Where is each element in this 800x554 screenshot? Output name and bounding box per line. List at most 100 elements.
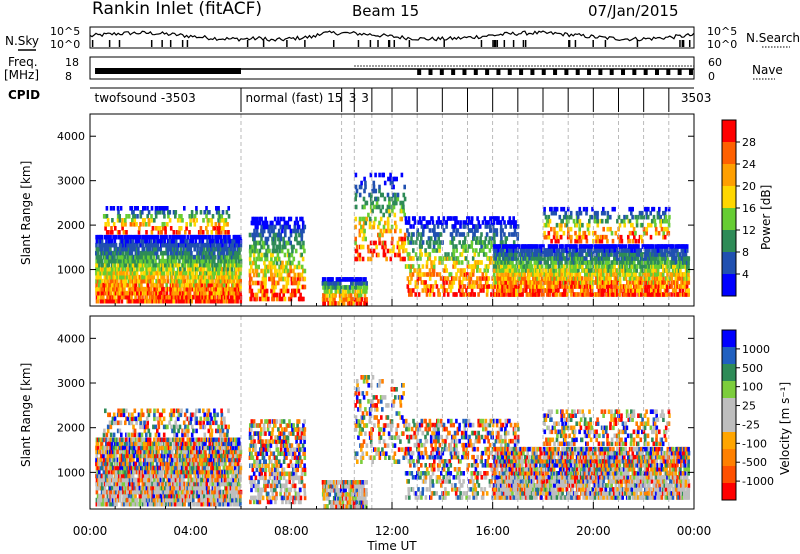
heatmap-cell (125, 246, 129, 252)
heatmap-cell (372, 184, 376, 190)
heatmap-cell (111, 230, 114, 235)
heatmap-cell (561, 268, 564, 273)
heatmap-cell (589, 248, 593, 253)
heatmap-cell (268, 248, 271, 254)
heatmap-cell (355, 285, 359, 290)
heatmap-cell (128, 262, 132, 268)
heatmap-cell (518, 276, 521, 281)
heatmap-cell (415, 240, 418, 245)
heatmap-cell (634, 272, 638, 277)
heatmap-cell (151, 258, 155, 264)
heatmap-cell (228, 250, 231, 256)
heatmap-cell (254, 264, 258, 270)
heatmap-cell (638, 252, 642, 257)
heatmap-cell (124, 278, 128, 284)
heatmap-cell (278, 296, 282, 302)
heatmap-cell (159, 298, 163, 304)
heatmap-cell (251, 280, 255, 286)
heatmap-cell (155, 262, 158, 268)
heatmap-cell (109, 282, 113, 288)
heatmap-cell (603, 284, 606, 289)
heatmap-cell (419, 256, 422, 261)
heatmap-cell (151, 250, 154, 256)
heatmap-cell (504, 276, 507, 281)
heatmap-cell (596, 272, 599, 277)
heatmap-cell (134, 262, 137, 268)
heatmap-cell (650, 256, 654, 261)
heatmap-cell (229, 258, 233, 264)
heatmap-cell (578, 230, 581, 236)
heatmap-cell (193, 262, 197, 268)
heatmap-cell (654, 230, 658, 236)
heatmap-cell (190, 214, 194, 219)
heatmap-cell (477, 240, 480, 245)
heatmap-cell (266, 236, 270, 242)
heatmap-cell (369, 240, 373, 246)
heatmap-cell (302, 296, 305, 302)
heatmap-cell (174, 258, 178, 264)
heatmap-cell (180, 270, 184, 276)
heatmap-cell (131, 274, 135, 280)
heatmap-cell (358, 232, 362, 238)
heatmap-cell (628, 288, 632, 293)
heatmap-cell (271, 240, 274, 246)
heatmap-cell (596, 234, 599, 240)
heatmap-cell (256, 272, 259, 278)
heatmap-cell (451, 252, 454, 257)
heatmap-cell (162, 242, 165, 248)
heatmap-cell (597, 268, 601, 273)
heatmap-cell (557, 288, 560, 293)
heatmap-cell (225, 290, 229, 296)
heatmap-cell (339, 289, 343, 294)
heatmap-cell (645, 226, 649, 232)
heatmap-cell (468, 284, 471, 289)
heatmap-cell (596, 276, 600, 281)
heatmap-cell (328, 281, 332, 286)
heatmap-cell (345, 277, 349, 282)
freq-unit-label: [MHz] (4, 68, 39, 82)
heatmap-cell (373, 204, 376, 210)
heatmap-cell (459, 292, 462, 297)
heatmap-cell (571, 272, 574, 277)
heatmap-cell (222, 266, 226, 272)
heatmap-cell (167, 238, 170, 244)
heatmap-cell (687, 272, 690, 277)
heatmap-cell (559, 234, 563, 240)
heatmap-cell (187, 270, 190, 276)
heatmap-cell (127, 246, 131, 252)
heatmap-cell (149, 278, 153, 284)
freq-step (666, 69, 671, 75)
heatmap-cell (664, 260, 668, 265)
heatmap-cell (492, 236, 496, 241)
heatmap-cell (483, 284, 486, 289)
heatmap-cell (574, 222, 577, 228)
heatmap-cell (502, 260, 506, 265)
heatmap-cell (454, 220, 457, 225)
heatmap-cell (535, 276, 538, 281)
heatmap-cell (638, 276, 641, 281)
heatmap-cell (154, 298, 157, 304)
heatmap-cell (667, 292, 671, 297)
heatmap-cell (188, 246, 191, 252)
heatmap-cell (334, 281, 337, 286)
heatmap-cell (410, 236, 413, 241)
heatmap-cell (575, 268, 578, 273)
heatmap-cell (262, 276, 266, 282)
heatmap-cell (223, 222, 226, 227)
heatmap-cell (579, 210, 583, 216)
heatmap-cell (166, 278, 170, 284)
heatmap-cell (412, 240, 415, 245)
heatmap-cell (682, 264, 685, 269)
heatmap-cell (128, 286, 132, 292)
heatmap-cell (555, 276, 559, 281)
heatmap-cell (575, 272, 579, 277)
heatmap-cell (459, 224, 462, 229)
heatmap-cell (192, 234, 195, 240)
heatmap-cell (666, 256, 670, 261)
heatmap-cell (179, 246, 183, 252)
heatmap-cell (606, 248, 609, 253)
heatmap-cell (100, 501, 104, 507)
heatmap-cell (429, 236, 433, 241)
heatmap-cell (399, 228, 402, 234)
heatmap-cell (152, 282, 156, 288)
